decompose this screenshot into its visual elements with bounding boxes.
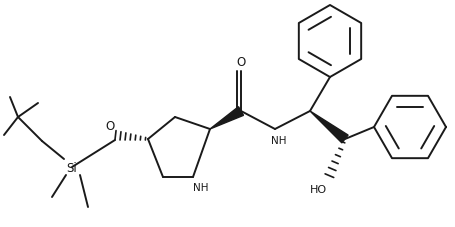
Text: Si: Si	[66, 162, 77, 175]
Polygon shape	[309, 111, 347, 143]
Text: NH: NH	[193, 182, 208, 192]
Text: HO: HO	[309, 184, 326, 194]
Text: O: O	[236, 56, 245, 69]
Text: O: O	[105, 119, 114, 132]
Text: NH: NH	[271, 135, 286, 145]
Polygon shape	[210, 107, 243, 129]
